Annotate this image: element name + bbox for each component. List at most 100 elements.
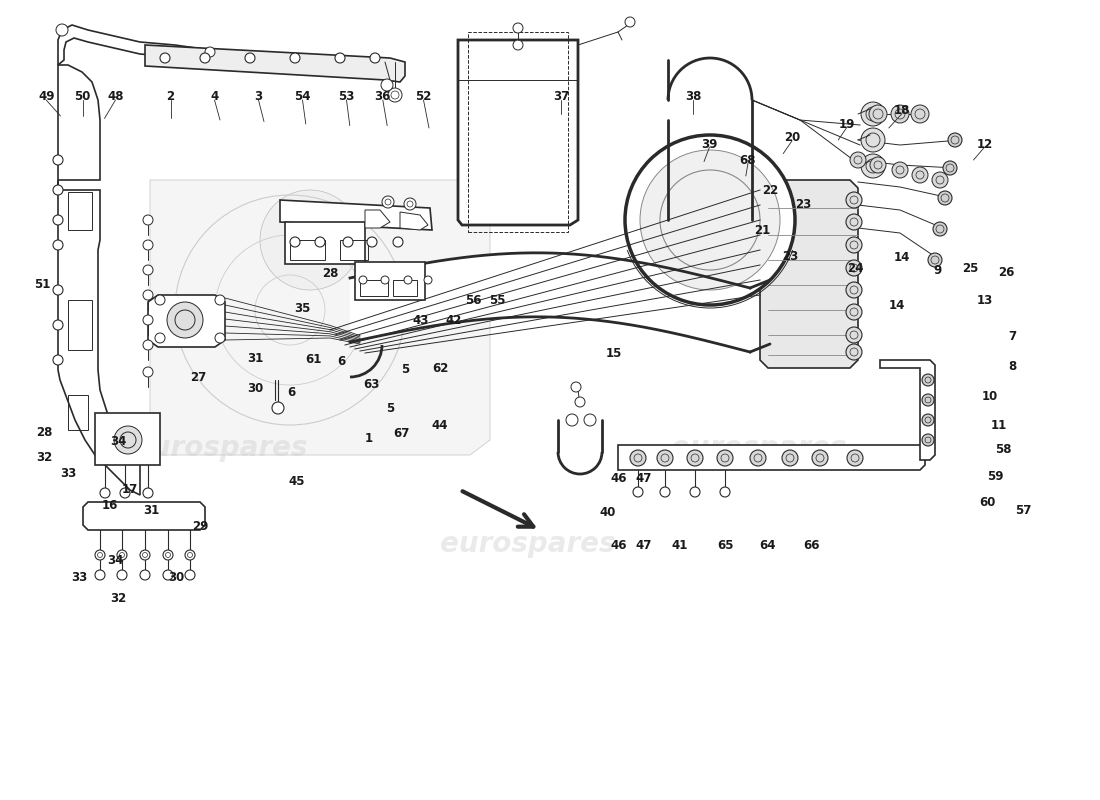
- Bar: [95, 413, 160, 465]
- Circle shape: [100, 488, 110, 498]
- Text: 54: 54: [295, 90, 310, 102]
- Bar: [285, 222, 365, 264]
- Circle shape: [200, 53, 210, 63]
- Text: 50: 50: [75, 90, 90, 102]
- Circle shape: [393, 237, 403, 247]
- Polygon shape: [760, 180, 858, 368]
- Circle shape: [163, 550, 173, 560]
- Text: 7: 7: [1008, 330, 1016, 342]
- Text: 40: 40: [600, 506, 615, 518]
- Text: 31: 31: [248, 352, 263, 365]
- Text: 45: 45: [288, 475, 306, 488]
- Circle shape: [846, 344, 862, 360]
- Text: 18: 18: [894, 104, 910, 117]
- Circle shape: [290, 237, 300, 247]
- Circle shape: [143, 215, 153, 225]
- Bar: [393, 280, 417, 296]
- Circle shape: [381, 276, 389, 284]
- Text: 65: 65: [717, 539, 735, 552]
- Circle shape: [717, 450, 733, 466]
- Circle shape: [272, 402, 284, 414]
- Text: 26: 26: [999, 266, 1014, 278]
- Circle shape: [163, 570, 173, 580]
- Text: 25: 25: [962, 262, 978, 274]
- Circle shape: [95, 550, 104, 560]
- Polygon shape: [150, 180, 490, 455]
- Bar: [290, 240, 324, 260]
- Circle shape: [260, 190, 360, 290]
- Circle shape: [861, 154, 886, 178]
- Polygon shape: [880, 360, 935, 460]
- Circle shape: [846, 304, 862, 320]
- Text: 31: 31: [144, 504, 159, 517]
- Circle shape: [404, 198, 416, 210]
- Polygon shape: [148, 295, 225, 347]
- Circle shape: [205, 47, 214, 57]
- Circle shape: [657, 450, 673, 466]
- Polygon shape: [400, 212, 428, 230]
- Circle shape: [932, 172, 948, 188]
- Circle shape: [143, 488, 153, 498]
- Text: 48: 48: [108, 90, 123, 102]
- Circle shape: [404, 276, 412, 284]
- Circle shape: [359, 276, 367, 284]
- Text: 55: 55: [488, 294, 505, 306]
- Circle shape: [933, 222, 947, 236]
- Circle shape: [214, 333, 225, 343]
- Text: 14: 14: [889, 299, 904, 312]
- Polygon shape: [618, 445, 925, 470]
- Text: 39: 39: [702, 138, 717, 150]
- Circle shape: [143, 290, 153, 300]
- Circle shape: [214, 295, 225, 305]
- Circle shape: [782, 450, 797, 466]
- Circle shape: [660, 487, 670, 497]
- Text: 23: 23: [782, 250, 797, 262]
- Circle shape: [53, 240, 63, 250]
- Text: 4: 4: [210, 90, 219, 102]
- Text: 32: 32: [36, 451, 52, 464]
- Text: 66: 66: [803, 539, 820, 552]
- Bar: [340, 240, 368, 260]
- Circle shape: [850, 152, 866, 168]
- Circle shape: [95, 570, 104, 580]
- Text: 30: 30: [248, 382, 263, 394]
- Circle shape: [630, 450, 646, 466]
- Polygon shape: [365, 210, 390, 228]
- Text: 23: 23: [795, 198, 811, 210]
- Circle shape: [720, 487, 730, 497]
- Circle shape: [922, 394, 934, 406]
- Circle shape: [584, 414, 596, 426]
- Circle shape: [922, 434, 934, 446]
- Circle shape: [690, 487, 700, 497]
- Text: 60: 60: [980, 496, 996, 509]
- Circle shape: [53, 355, 63, 365]
- Text: 9: 9: [933, 264, 942, 277]
- Text: 24: 24: [848, 262, 864, 274]
- Polygon shape: [58, 25, 210, 65]
- Text: 28: 28: [322, 267, 338, 280]
- Polygon shape: [58, 65, 100, 180]
- Circle shape: [750, 450, 766, 466]
- Text: 5: 5: [386, 402, 395, 414]
- Circle shape: [290, 53, 300, 63]
- Text: 29: 29: [192, 520, 208, 533]
- Text: 58: 58: [996, 443, 1012, 456]
- Circle shape: [911, 105, 930, 123]
- Circle shape: [143, 315, 153, 325]
- Circle shape: [160, 53, 170, 63]
- Text: 37: 37: [553, 90, 569, 102]
- Text: 28: 28: [36, 426, 52, 438]
- Text: 64: 64: [759, 539, 775, 552]
- Circle shape: [336, 53, 345, 63]
- Circle shape: [912, 167, 928, 183]
- Circle shape: [117, 550, 126, 560]
- Text: 12: 12: [977, 138, 992, 150]
- Circle shape: [632, 487, 644, 497]
- Text: 46: 46: [609, 539, 627, 552]
- Circle shape: [625, 17, 635, 27]
- Circle shape: [343, 237, 353, 247]
- Text: eurospares: eurospares: [440, 530, 616, 558]
- Circle shape: [861, 128, 886, 152]
- Circle shape: [846, 237, 862, 253]
- Circle shape: [367, 237, 377, 247]
